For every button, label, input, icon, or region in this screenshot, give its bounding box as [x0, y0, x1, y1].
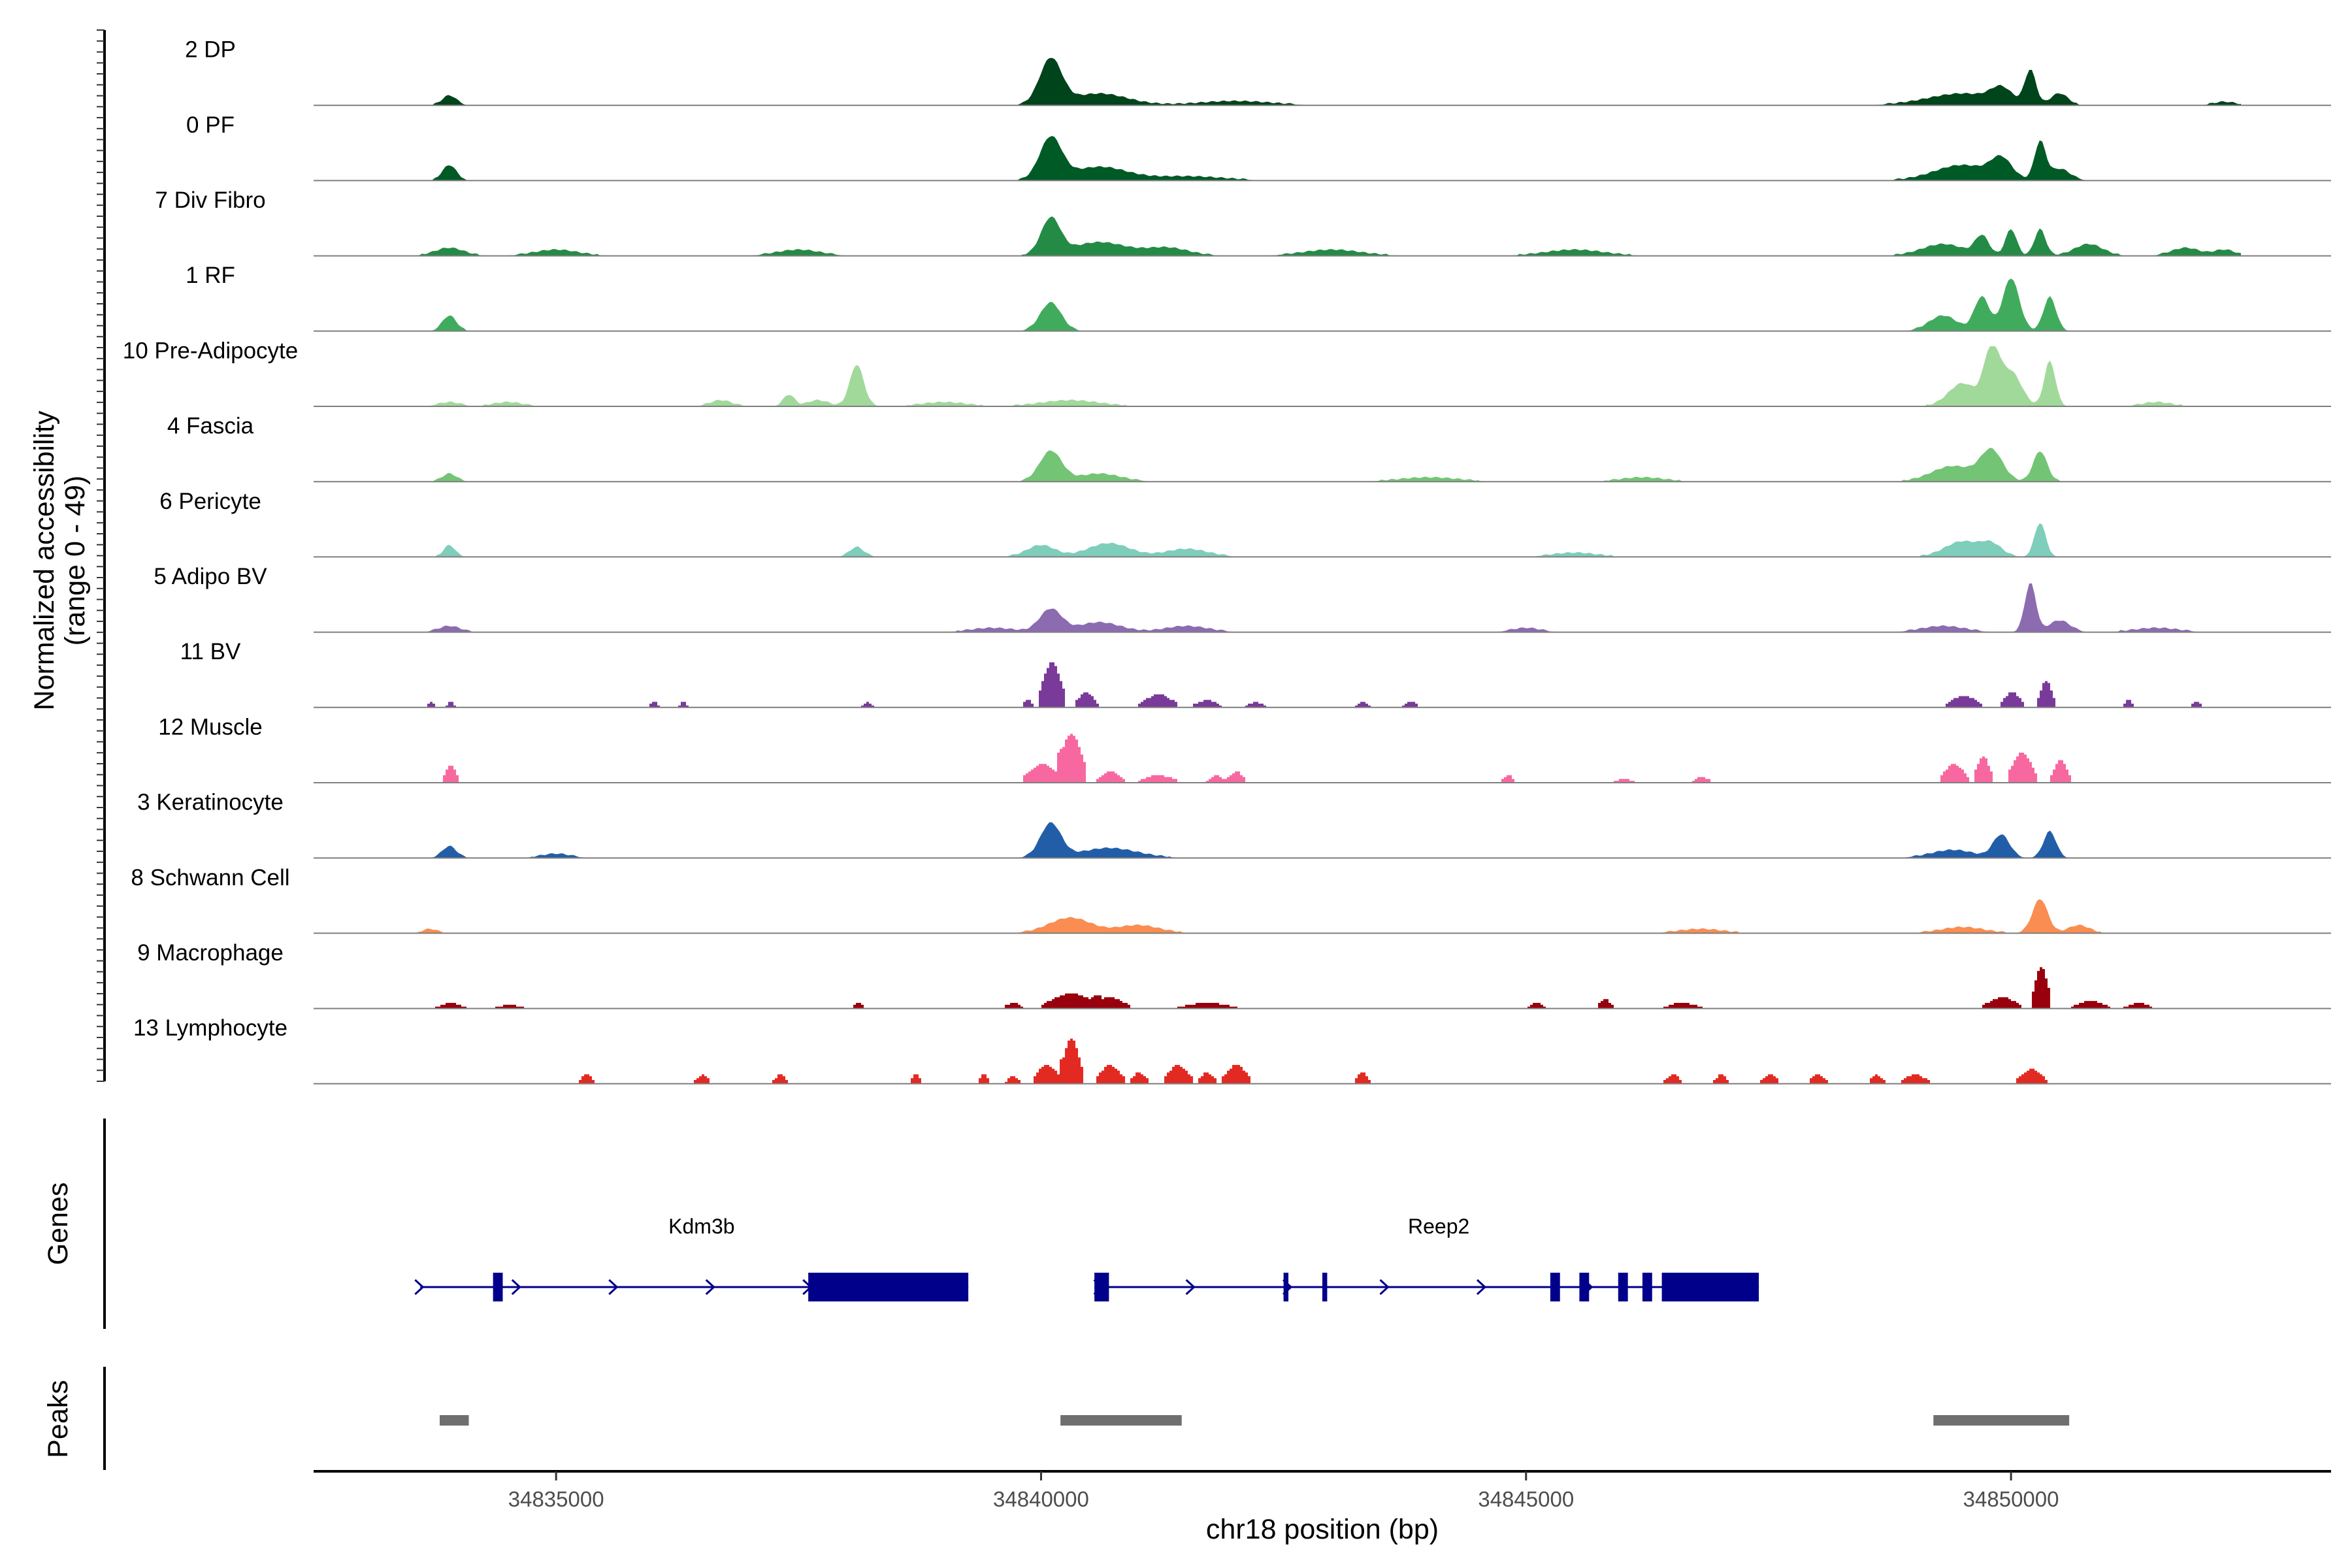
coverage-area [399, 1038, 2244, 1084]
gene-reep2: Reep2 [1093, 1215, 1759, 1301]
x-tick-label: 34835000 [508, 1487, 604, 1511]
accessibility-tracks: 2 DP 0 PF 7 Div Fibro 1 RF 10 Pre-Adipocyte 4… [123, 37, 2331, 1085]
track-label: 9 Macrophage [137, 940, 284, 966]
exon [493, 1273, 503, 1301]
track-0-pf: 0 PF [186, 112, 2331, 182]
track-7-div-fibro: 7 Div Fibro [155, 188, 2331, 257]
exon [1283, 1273, 1289, 1301]
track-label: 8 Schwann Cell [131, 865, 289, 890]
track-2-dp: 2 DP [185, 37, 2331, 106]
genes-track: Kdm3b Reep2 [414, 1215, 1759, 1301]
coverage-area [399, 57, 2241, 106]
track-label: 4 Fascia [167, 414, 254, 439]
track-1-rf: 1 RF [186, 263, 2331, 332]
track-8-schwann-cell: 8 Schwann Cell [131, 865, 2331, 934]
strand-arrow [1185, 1279, 1196, 1296]
exon [1322, 1273, 1328, 1301]
x-tick-label: 34845000 [1478, 1487, 1574, 1511]
coverage-area [399, 448, 2241, 482]
track-11-bv: 11 BV [180, 639, 2331, 708]
peak-region [440, 1415, 469, 1426]
exon [1642, 1273, 1652, 1301]
coverage-area [399, 346, 2241, 406]
exon [1094, 1273, 1109, 1301]
track-label: 6 Pericyte [159, 489, 261, 514]
peaks-panel-label: Peaks [42, 1380, 74, 1458]
strand-arrow [1379, 1279, 1390, 1296]
strand-arrow [511, 1279, 521, 1296]
coverage-area [399, 822, 2241, 858]
track-5-adipo-bv: 5 Adipo BV [154, 564, 2331, 633]
track-4-fascia: 4 Fascia [167, 414, 2331, 483]
strand-arrow [608, 1279, 619, 1296]
track-10-pre-adipocyte: 10 Pre-Adipocyte [123, 338, 2331, 407]
track-label: 10 Pre-Adipocyte [123, 338, 298, 363]
track-label: 2 DP [185, 37, 236, 63]
coverage-area [399, 583, 2241, 632]
track-label: 3 Keratinocyte [137, 790, 284, 815]
gene-name: Kdm3b [668, 1215, 734, 1238]
y-axis-ticks [97, 29, 105, 1082]
track-label: 11 BV [180, 639, 241, 664]
track-label: 5 Adipo BV [154, 564, 267, 589]
track-label: 13 Lymphocyte [133, 1015, 287, 1041]
coverage-area [399, 278, 2241, 331]
gene-name: Reep2 [1408, 1215, 1469, 1238]
exon [1661, 1273, 1759, 1301]
coverage-area [399, 967, 2244, 1009]
peaks-track [440, 1415, 2070, 1426]
track-label: 7 Div Fibro [155, 188, 265, 213]
track-label: 12 Muscle [158, 714, 263, 740]
track-label: 1 RF [186, 263, 235, 288]
track-3-keratinocyte: 3 Keratinocyte [137, 790, 2331, 859]
track-label: 0 PF [186, 112, 235, 138]
coverage-area [399, 734, 2244, 783]
exon [1550, 1273, 1560, 1301]
coverage-area [399, 523, 2241, 557]
exon [1579, 1273, 1590, 1301]
track-13-lymphocyte: 13 Lymphocyte [133, 1015, 2331, 1085]
x-axis-ticks: 34835000 34840000 34845000 34850000 [508, 1471, 2059, 1511]
y-axis-title: Normalized accessibility(range 0 - 49) [29, 410, 91, 710]
coverage-area [399, 216, 2241, 256]
strand-arrow [1476, 1279, 1487, 1296]
exon [808, 1273, 969, 1301]
strand-arrow [705, 1279, 715, 1296]
strand-arrow [414, 1279, 425, 1296]
coverage-area [399, 899, 2241, 934]
y-axis-title-line: Normalized accessibility [29, 410, 60, 710]
track-12-muscle: 12 Muscle [158, 714, 2331, 783]
coverage-area [399, 136, 2241, 181]
coverage-area [399, 662, 2244, 708]
gene-kdm3b: Kdm3b [414, 1215, 969, 1301]
x-tick-label: 34840000 [993, 1487, 1089, 1511]
y-axis-title-line: (range 0 - 49) [59, 476, 91, 646]
peak-region [1933, 1415, 2070, 1426]
exon [1618, 1273, 1628, 1301]
genes-panel-label: Genes [42, 1183, 74, 1266]
peak-region [1060, 1415, 1182, 1426]
track-6-pericyte: 6 Pericyte [159, 489, 2331, 558]
x-tick-label: 34850000 [1963, 1487, 2059, 1511]
track-9-macrophage: 9 Macrophage [137, 940, 2331, 1009]
x-axis-title: chr18 position (bp) [1206, 1514, 1439, 1545]
